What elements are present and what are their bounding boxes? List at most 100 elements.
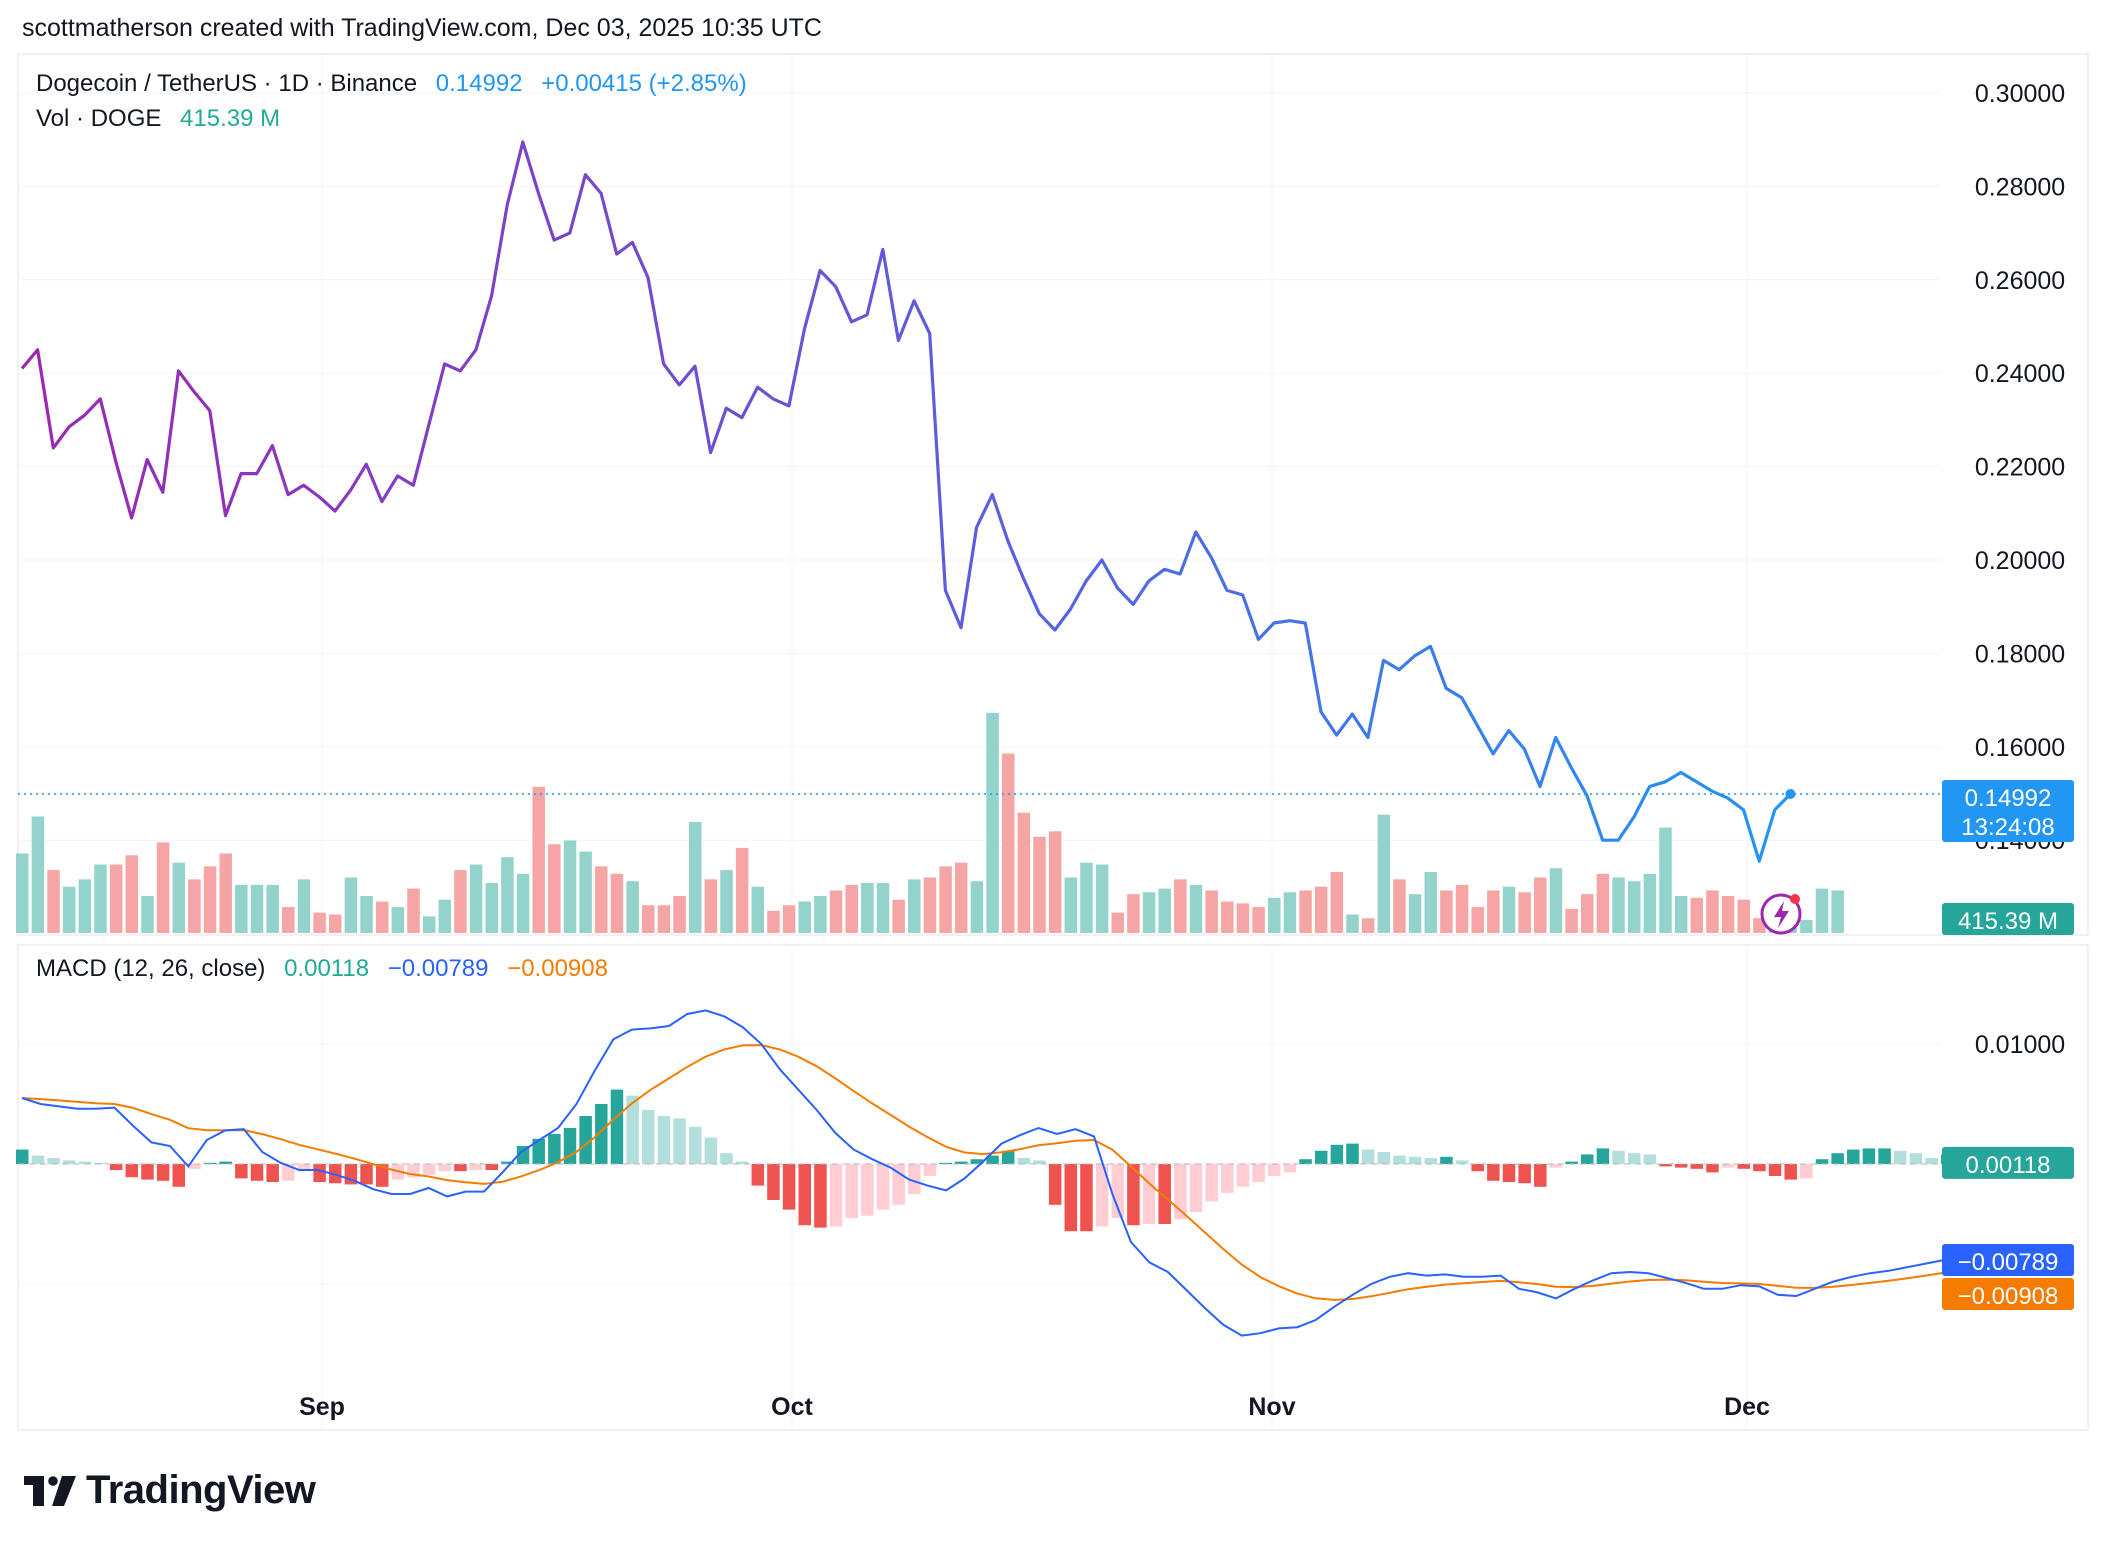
macd-legend[interactable]: MACD (12, 26, close) 0.00118 −0.00789 −0… [36, 955, 620, 983]
volume-bar [1690, 897, 1704, 933]
volume-bar [1815, 888, 1829, 933]
volume-bar [485, 883, 498, 933]
volume-bar [563, 840, 577, 933]
volume-bar [1424, 871, 1437, 933]
macd-histogram-bar [282, 1164, 295, 1181]
volume-bar [375, 901, 389, 933]
volume-legend[interactable]: Vol · DOGE 415.39 M [36, 105, 292, 133]
volume-bar [688, 822, 702, 933]
macd-histogram-bar [1424, 1158, 1437, 1164]
macd-histogram-bar [1127, 1164, 1140, 1226]
volume-bar [829, 890, 843, 933]
volume-bar [438, 899, 452, 933]
volume-bar [1236, 903, 1250, 933]
lightning-icon[interactable] [1760, 893, 1802, 935]
macd-histogram-bar [78, 1161, 92, 1164]
volume-bar [1487, 890, 1500, 933]
macd-histogram-bar [1612, 1150, 1625, 1164]
price-axis-tick: 0.28000 [1975, 173, 2065, 201]
macd-histogram-bar [1158, 1164, 1171, 1224]
macd-histogram-bar [1862, 1148, 1876, 1164]
macd-histogram-bar [16, 1149, 29, 1164]
macd-histogram-bar [673, 1118, 686, 1164]
price-tag-bg [1942, 779, 2074, 842]
volume-bar [141, 896, 154, 933]
macd-histogram-bar [203, 1162, 217, 1164]
macd-histogram-bar [720, 1153, 733, 1164]
volume-bar [1471, 907, 1484, 933]
macd-histogram-bar [1205, 1164, 1218, 1202]
volume-bar [188, 879, 201, 933]
macd-histogram-bar [1033, 1160, 1046, 1164]
volume-bar [1581, 894, 1594, 933]
volume-bar [1377, 814, 1391, 933]
volume-bar [1158, 888, 1171, 933]
volume-bar [579, 851, 592, 933]
macd-line-value: −0.00789 [387, 955, 489, 982]
price-axis-tick: 0.18000 [1975, 640, 2065, 668]
volume-bar [673, 896, 686, 933]
price-line [18, 140, 1940, 863]
volume-bar [532, 786, 545, 933]
volume-bar [955, 862, 968, 933]
volume-bar [1346, 914, 1359, 933]
macd-histogram-bar [1377, 1152, 1391, 1164]
macd-histogram-bar [438, 1164, 452, 1172]
volume-bar [1627, 881, 1641, 933]
volume-bar [845, 884, 858, 933]
volume-bar [454, 870, 467, 933]
macd-histogram-bar [360, 1164, 373, 1185]
macd-hist-value: 0.00118 [284, 955, 370, 982]
symbol-legend[interactable]: Dogecoin / TetherUS · 1D · Binance 0.149… [36, 70, 759, 98]
macd-histogram-bar [1487, 1164, 1500, 1181]
volume-tag-text: 415.39 M [1958, 908, 2058, 935]
volume-bar [1001, 753, 1015, 933]
volume-bar [595, 866, 608, 933]
volume-bar [47, 870, 60, 933]
volume-bar [1174, 879, 1187, 933]
macd-histogram-bar [1001, 1150, 1015, 1164]
macd-hist-tag-bg [1942, 1146, 2074, 1179]
tradingview-logo[interactable]: TradingView [24, 1468, 316, 1513]
lightning-icon-bolt [1774, 901, 1789, 928]
macd-hist-tag-text: 0.00118 [1966, 1152, 2051, 1179]
macd-histogram-bar [1847, 1149, 1860, 1164]
volume-bar [1737, 899, 1750, 933]
macd-histogram-bar [1768, 1164, 1782, 1176]
macd-histogram-bar [1408, 1156, 1422, 1164]
macd-histogram-bar [62, 1160, 76, 1164]
volume-bar [313, 912, 326, 933]
volume-bar [1408, 894, 1422, 933]
price-tag-text: 0.14992 [1965, 785, 2052, 812]
macd-histogram-bar [94, 1162, 107, 1164]
volume-bar [250, 884, 264, 933]
macd-histogram-bar [1017, 1158, 1031, 1164]
macd-histogram-bar [1565, 1161, 1578, 1164]
macd-histogram-bar [548, 1134, 561, 1164]
macd-signal-value: −0.00908 [507, 955, 608, 982]
macd-histogram-bar [1330, 1144, 1344, 1164]
macd-histogram-bar [1706, 1164, 1719, 1173]
macd-histogram-bar [1894, 1150, 1907, 1164]
volume-bar [407, 888, 420, 933]
volume-bar [1659, 827, 1672, 933]
volume-bar [391, 907, 405, 933]
macd-histogram-bar [454, 1164, 467, 1172]
macd-histogram-bar [939, 1162, 952, 1164]
macd-histogram-bar [595, 1104, 608, 1164]
volume-bar [704, 879, 718, 933]
macd-histogram-bar [1142, 1164, 1156, 1224]
volume-bar [751, 886, 765, 933]
macd-histogram-bar [1596, 1148, 1610, 1164]
macd-histogram-bar [47, 1158, 60, 1164]
macd-histogram-bar [986, 1155, 999, 1164]
macd-histogram-bar [1643, 1154, 1657, 1164]
macd-histogram-bar [1440, 1156, 1453, 1164]
volume-bar [548, 844, 561, 933]
macd-histogram-bar [375, 1164, 389, 1187]
macd-histogram-bar [1236, 1164, 1250, 1187]
macd-histogram-bar [1471, 1164, 1484, 1172]
macd-histogram-bar [516, 1146, 530, 1164]
volume-bar [360, 896, 373, 933]
